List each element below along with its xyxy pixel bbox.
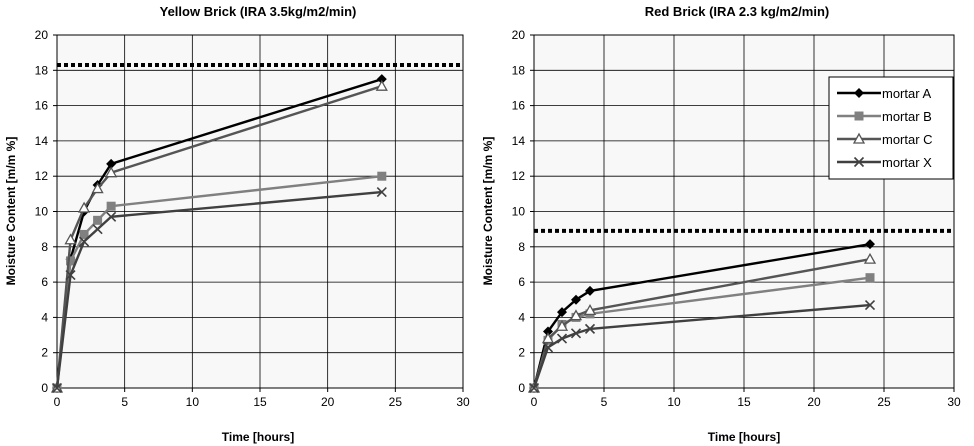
left-chart-xlabel: Time [hours] [222, 430, 294, 444]
right-y-tick-label: 6 [518, 275, 525, 289]
left-chart-title: Yellow Brick (IRA 3.5kg/m2/min) [160, 4, 357, 19]
right-series-3-point [584, 323, 596, 334]
left-x-tick-label: 10 [186, 395, 200, 409]
left-series-1-point [377, 171, 387, 181]
right-y-tick-label: 2 [518, 346, 525, 360]
right-legend-marker [854, 111, 864, 121]
right-legend-marker [852, 132, 866, 144]
right-chart: Red Brick (IRA 2.3 kg/m2/min) Time [hour… [481, 4, 961, 444]
right-plot-border [533, 34, 955, 389]
right-x-tick-label: 25 [877, 395, 891, 409]
right-chart-ylabel: Moisture Content [m/m %] [481, 137, 495, 286]
right-y-tick-label: 14 [512, 134, 526, 148]
right-y-tick-label: 8 [518, 240, 525, 254]
right-y-tick-label: 18 [512, 63, 526, 77]
left-y-tick-label: 18 [35, 63, 49, 77]
right-series-2-point [569, 309, 583, 321]
right-legend-marker [854, 88, 864, 98]
right-series-3-point [556, 333, 568, 344]
left-series-2-point [77, 201, 91, 213]
left-chart: Yellow Brick (IRA 3.5kg/m2/min) Time [ho… [4, 4, 470, 444]
left-x-tick-label: 30 [456, 395, 470, 409]
right-y-tick-label: 12 [512, 169, 526, 183]
left-y-tick-label: 4 [41, 310, 48, 324]
left-y-tick-label: 0 [41, 381, 48, 395]
right-series-0-point [585, 285, 595, 296]
left-series-3-point [65, 269, 76, 281]
right-y-tick-label: 10 [512, 205, 526, 219]
left-y-tick-label: 6 [41, 275, 48, 289]
left-x-tick-label: 5 [121, 395, 128, 409]
left-series-line-3 [55, 190, 382, 389]
right-series-2-point [583, 304, 597, 315]
right-series-3-point [542, 342, 554, 353]
right-chart-title: Red Brick (IRA 2.3 kg/m2/min) [645, 4, 829, 19]
right-y-tick-label: 16 [512, 99, 526, 113]
left-series-2-point [91, 182, 104, 194]
left-series-2-point [375, 79, 388, 91]
left-series-1-point [79, 229, 89, 239]
left-chart-ylabel: Moisture Content [m/m %] [4, 137, 18, 286]
left-chart-plot: 0 2 4 6 8 10 12 14 16 18 20 0 5 10 15 20 25 30 [35, 28, 470, 409]
right-x-tick-label: 10 [667, 395, 681, 409]
right-legend-label: mortar B [882, 109, 932, 124]
right-series-line-2 [532, 257, 871, 389]
left-series-3-point [51, 382, 63, 394]
left-x-tick-label: 25 [389, 395, 403, 409]
right-legend-label: mortar X [882, 155, 932, 170]
left-series-2-point [105, 166, 118, 178]
left-series-line-2 [55, 85, 383, 389]
right-y-tick-label: 4 [518, 310, 525, 324]
left-series-0-point [376, 74, 387, 85]
right-x-tick-label: 30 [947, 395, 961, 409]
right-series-2-point [555, 319, 569, 331]
left-x-tick-label: 0 [54, 395, 61, 409]
left-y-tick-label: 2 [41, 346, 48, 360]
right-x-tick-label: 5 [601, 395, 608, 409]
left-series-2-point [64, 233, 77, 245]
right-series-1-point [865, 273, 875, 283]
right-series-3-point [570, 328, 582, 339]
left-series-3-point [376, 187, 387, 198]
left-series-3-point [79, 236, 90, 247]
left-y-tick-label: 20 [35, 28, 49, 42]
right-legend-label: mortar C [882, 132, 933, 147]
right-legend-label: mortar A [882, 86, 931, 101]
right-series-0-point [865, 239, 875, 250]
left-y-tick-label: 14 [35, 134, 49, 148]
right-y-tick-label: 0 [518, 381, 525, 395]
left-y-tick-label: 10 [35, 205, 49, 219]
right-chart-plot: 0 2 4 6 8 10 12 14 16 18 20 0 5 10 15 20 25 30 mortar A mor… [512, 28, 961, 409]
right-series-0-point [543, 326, 553, 337]
left-y-tick-label: 12 [35, 169, 49, 183]
right-chart-xlabel: Time [hours] [708, 430, 780, 444]
left-series-0-point [106, 158, 117, 169]
right-series-2-point [863, 252, 877, 264]
right-series-3-point [528, 382, 540, 394]
left-series-line-1 [55, 175, 382, 389]
right-series-0-point [557, 307, 567, 318]
right-y-tick-label: 20 [512, 28, 526, 42]
left-plot-border [56, 34, 464, 389]
left-x-tick-label: 15 [253, 395, 267, 409]
right-series-3-point [864, 299, 876, 311]
right-series-line-3 [532, 303, 871, 389]
left-y-tick-label: 8 [41, 240, 48, 254]
left-series-1-point [93, 215, 103, 225]
right-series-2-point [541, 332, 555, 344]
left-series-1-point [66, 256, 76, 266]
left-x-tick-label: 20 [321, 395, 335, 409]
right-x-tick-label: 20 [807, 395, 821, 409]
right-x-tick-label: 0 [531, 395, 538, 409]
right-legend-marker [853, 156, 865, 168]
left-series-3-point [92, 224, 103, 235]
right-x-tick-label: 15 [737, 395, 751, 409]
right-series-0-point [571, 294, 581, 305]
left-series-3-point [106, 211, 117, 222]
left-series-1-point [106, 201, 116, 211]
left-y-tick-label: 16 [35, 99, 49, 113]
